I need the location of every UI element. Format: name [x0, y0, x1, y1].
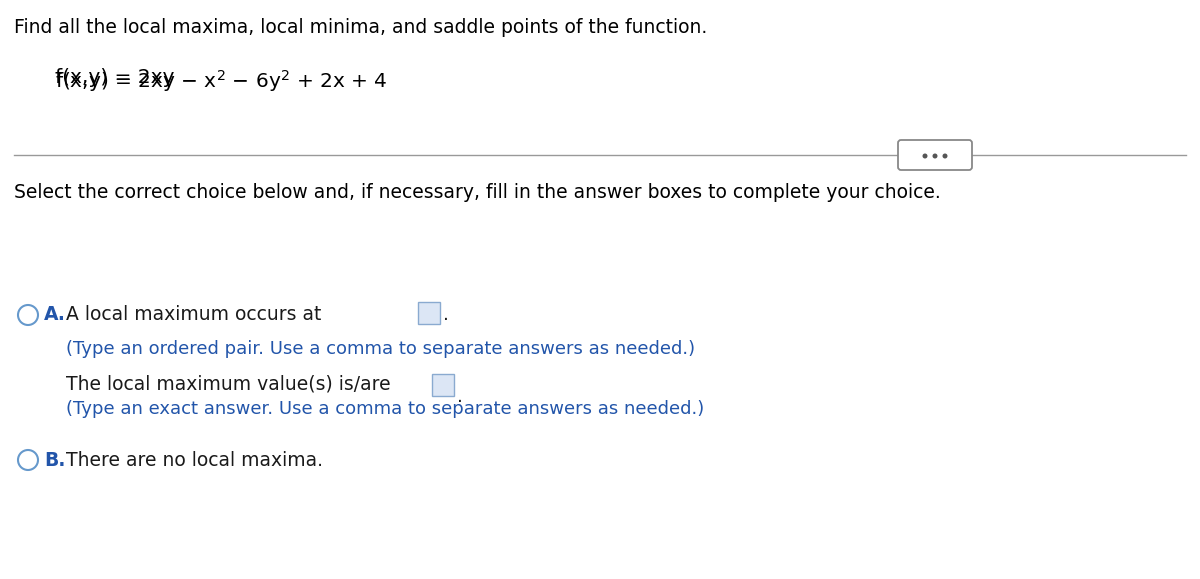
- Circle shape: [18, 450, 38, 470]
- Text: f(x,y) = 2xy: f(x,y) = 2xy: [55, 68, 174, 87]
- FancyBboxPatch shape: [898, 140, 972, 170]
- Text: f(x,y) = 2xy $-$ x$^2$ $-$ 6y$^2$ + 2x + 4: f(x,y) = 2xy $-$ x$^2$ $-$ 6y$^2$ + 2x +…: [55, 68, 388, 94]
- Text: A.: A.: [44, 306, 66, 324]
- Text: There are no local maxima.: There are no local maxima.: [66, 450, 323, 470]
- Text: (Type an exact answer. Use a comma to separate answers as needed.): (Type an exact answer. Use a comma to se…: [66, 400, 704, 418]
- Text: B.: B.: [44, 450, 65, 470]
- Text: .: .: [457, 387, 463, 406]
- Circle shape: [942, 153, 948, 159]
- Text: The local maximum value(s) is/are: The local maximum value(s) is/are: [66, 375, 391, 394]
- Text: (Type an ordered pair. Use a comma to separate answers as needed.): (Type an ordered pair. Use a comma to se…: [66, 340, 695, 358]
- FancyBboxPatch shape: [432, 374, 454, 396]
- Circle shape: [923, 153, 928, 159]
- Text: .: .: [443, 306, 449, 324]
- Text: Select the correct choice below and, if necessary, fill in the answer boxes to c: Select the correct choice below and, if …: [14, 183, 941, 202]
- Text: Find all the local maxima, local minima, and saddle points of the function.: Find all the local maxima, local minima,…: [14, 18, 707, 37]
- Text: A local maximum occurs at: A local maximum occurs at: [66, 306, 322, 324]
- FancyBboxPatch shape: [418, 302, 440, 324]
- Circle shape: [18, 305, 38, 325]
- Circle shape: [932, 153, 937, 159]
